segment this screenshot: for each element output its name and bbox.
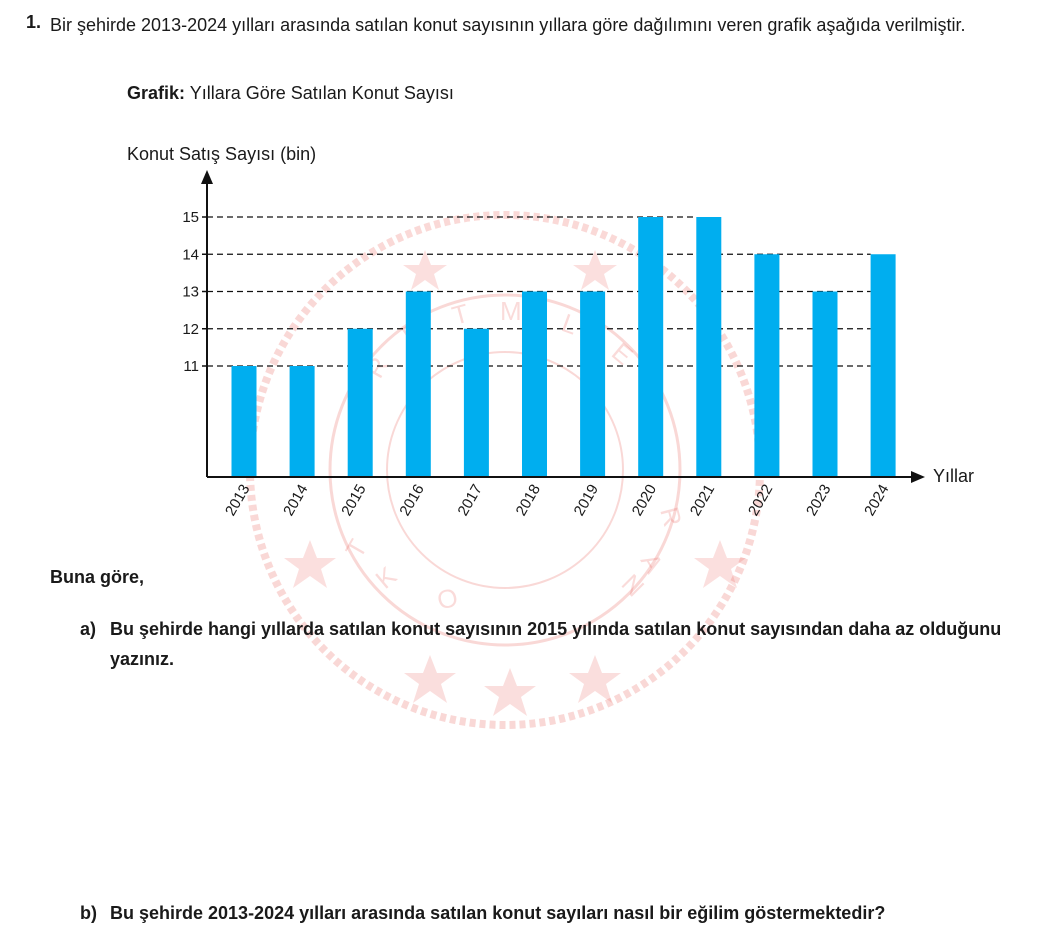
bar-2014: [289, 366, 315, 477]
bar-layer: [231, 217, 896, 477]
x-tick-label: 2014: [280, 482, 311, 519]
x-tick-label: 2017: [454, 482, 485, 519]
x-tick-label: 2023: [803, 482, 834, 519]
x-tick-label: 2020: [629, 482, 660, 519]
part-a: a) Bu şehirde hangi yıllarda satılan kon…: [80, 614, 1055, 678]
part-b-label: b): [80, 903, 97, 923]
bar-2022: [754, 254, 780, 477]
y-tick-label: 11: [183, 358, 199, 375]
y-tick-label: 13: [182, 284, 199, 301]
y-tick-label: 12: [182, 321, 199, 338]
part-b: b) Bu şehirde 2013-2024 yılları arasında…: [80, 898, 1055, 932]
bar-2019: [580, 291, 606, 477]
part-a-text: Bu şehirde hangi yıllarda satılan konut …: [110, 619, 1002, 669]
part-b-text: Bu şehirde 2013-2024 yılları arasında sa…: [110, 903, 886, 923]
x-tick-labels: 2013 2014 2015 2016 2017 2018 2019 2020 2021 2022…: [222, 482, 893, 519]
x-tick-label: 2018: [513, 482, 544, 519]
x-tick-label: 2024: [861, 482, 892, 519]
y-tick-label: 14: [182, 246, 199, 263]
y-tick-labels: 11 12 13 14 15: [182, 209, 207, 375]
y-tick-label: 15: [182, 209, 199, 226]
x-tick-label: 2015: [338, 482, 369, 519]
question-number: 1.: [26, 12, 42, 32]
bar-2020: [638, 217, 664, 477]
chart-caption-text: Yıllara Göre Satılan Konut Sayısı: [189, 83, 454, 103]
bar-2017: [463, 328, 489, 477]
x-tick-label: 2019: [571, 482, 602, 519]
y-axis-label: Konut Satış Sayısı (bin): [127, 144, 316, 164]
part-a-label: a): [80, 619, 97, 639]
prompt-text: Buna göre,: [50, 567, 145, 587]
x-axis-arrow-icon: [911, 471, 925, 483]
bar-2018: [522, 291, 547, 477]
x-tick-label: 2022: [745, 482, 776, 519]
chart-caption-label: Grafik:: [127, 83, 186, 103]
chart-caption: Grafik: Yıllara Göre Satılan Konut Sayıs…: [127, 83, 454, 104]
x-tick-label: 2013: [222, 482, 253, 519]
x-tick-label: 2021: [687, 482, 718, 519]
bar-2023: [812, 291, 838, 477]
bar-2016: [405, 291, 431, 477]
x-axis-label: Yıllar: [933, 466, 974, 486]
bar-2024: [870, 254, 896, 477]
question-text: Bir şehirde 2013-2024 yılları arasında s…: [50, 15, 966, 35]
bar-2013: [231, 366, 257, 477]
x-tick-label: 2016: [396, 482, 427, 519]
bar-2015: [347, 328, 373, 477]
y-axis-arrow-icon: [201, 170, 213, 184]
bar-2021: [696, 217, 722, 477]
